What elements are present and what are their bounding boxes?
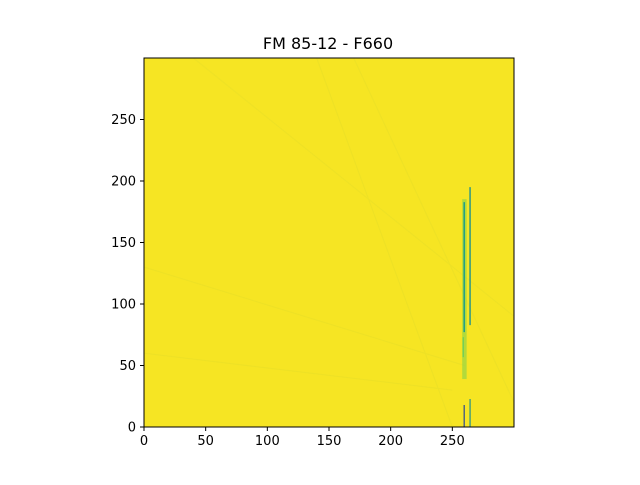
- texture-line: [143, 352, 453, 391]
- heatmap-texture: [143, 57, 515, 428]
- texture-line: [192, 57, 515, 317]
- y-tick-label: 150: [111, 236, 136, 251]
- texture-line: [353, 57, 515, 403]
- x-tick-label: 0: [140, 434, 148, 449]
- x-tick-label: 100: [255, 434, 280, 449]
- heatmap-feature: [462, 187, 471, 427]
- texture-line: [143, 266, 465, 367]
- x-tick-label: 200: [378, 434, 403, 449]
- y-tick-label: 0: [128, 421, 136, 436]
- y-axis: 0 50 100 150 200 250: [111, 113, 144, 436]
- x-tick-label: 50: [197, 434, 214, 449]
- y-tick-label: 200: [111, 175, 136, 190]
- heatmap-image: [144, 58, 514, 427]
- y-tick-label: 50: [119, 359, 136, 374]
- y-tick-label: 250: [111, 113, 136, 128]
- texture-line: [316, 57, 453, 428]
- plot-area: [143, 57, 515, 428]
- x-tick-label: 250: [440, 434, 465, 449]
- y-tick-label: 100: [111, 298, 136, 313]
- x-axis: 0 50 100 150 200 250: [140, 427, 465, 449]
- chart-title: FM 85-12 - F660: [263, 34, 393, 53]
- x-tick-label: 150: [317, 434, 342, 449]
